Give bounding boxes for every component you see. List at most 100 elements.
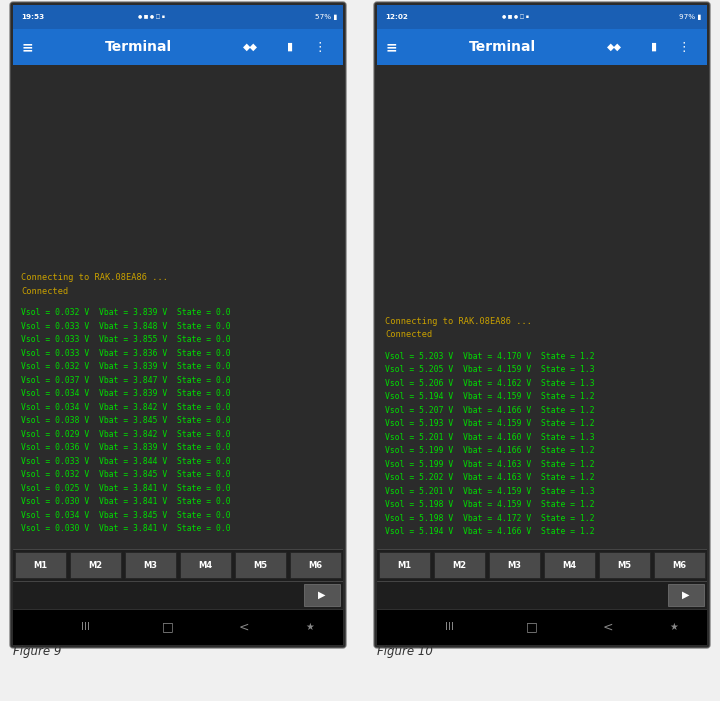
- Bar: [379, 552, 430, 578]
- Text: Vsol = 0.032 V  Vbat = 3.839 V  State = 0.0: Vsol = 0.032 V Vbat = 3.839 V State = 0.…: [21, 362, 230, 371]
- Text: 12:02: 12:02: [385, 14, 408, 20]
- Text: Vsol = 5.205 V  Vbat = 4.159 V  State = 1.3: Vsol = 5.205 V Vbat = 4.159 V State = 1.…: [385, 365, 595, 374]
- Text: M2: M2: [452, 561, 467, 569]
- Text: Vsol = 0.033 V  Vbat = 3.836 V  State = 0.0: Vsol = 0.033 V Vbat = 3.836 V State = 0.…: [21, 348, 230, 358]
- Text: Vsol = 0.033 V  Vbat = 3.855 V  State = 0.0: Vsol = 0.033 V Vbat = 3.855 V State = 0.…: [21, 335, 230, 344]
- Text: Terminal: Terminal: [469, 40, 536, 54]
- FancyBboxPatch shape: [10, 2, 346, 648]
- Text: Figure 10: Figure 10: [377, 645, 433, 658]
- Text: ● ■ ● □ ▪: ● ■ ● □ ▪: [138, 15, 165, 20]
- Text: M5: M5: [618, 561, 631, 569]
- Text: M5: M5: [253, 561, 268, 569]
- Text: Connected: Connected: [21, 287, 68, 296]
- Text: ★: ★: [670, 622, 678, 632]
- Text: Vsol = 5.198 V  Vbat = 4.159 V  State = 1.2: Vsol = 5.198 V Vbat = 4.159 V State = 1.…: [385, 501, 595, 509]
- Text: ⋮: ⋮: [314, 41, 326, 53]
- Text: Terminal: Terminal: [105, 40, 172, 54]
- Bar: [654, 552, 705, 578]
- Text: ▮: ▮: [287, 42, 293, 52]
- Text: M2: M2: [89, 561, 102, 569]
- Text: Connecting to RAK.08EA86 ...: Connecting to RAK.08EA86 ...: [385, 317, 532, 326]
- Text: 19:53: 19:53: [21, 14, 44, 20]
- Text: Vsol = 0.033 V  Vbat = 3.848 V  State = 0.0: Vsol = 0.033 V Vbat = 3.848 V State = 0.…: [21, 322, 230, 331]
- Text: Vsol = 0.033 V  Vbat = 3.844 V  State = 0.0: Vsol = 0.033 V Vbat = 3.844 V State = 0.…: [21, 456, 230, 465]
- Text: Vsol = 0.032 V  Vbat = 3.839 V  State = 0.0: Vsol = 0.032 V Vbat = 3.839 V State = 0.…: [21, 308, 230, 317]
- Text: Vsol = 0.030 V  Vbat = 3.841 V  State = 0.0: Vsol = 0.030 V Vbat = 3.841 V State = 0.…: [21, 524, 230, 533]
- Text: ★: ★: [305, 622, 315, 632]
- Text: Connected: Connected: [385, 330, 432, 339]
- Text: Vsol = 0.037 V  Vbat = 3.847 V  State = 0.0: Vsol = 0.037 V Vbat = 3.847 V State = 0.…: [21, 376, 230, 385]
- Text: III: III: [81, 622, 90, 632]
- Text: ⋮: ⋮: [678, 41, 690, 53]
- Bar: [544, 552, 595, 578]
- Text: Vsol = 5.201 V  Vbat = 4.160 V  State = 1.3: Vsol = 5.201 V Vbat = 4.160 V State = 1.…: [385, 433, 595, 442]
- Bar: [180, 552, 231, 578]
- Text: Vsol = 5.202 V  Vbat = 4.163 V  State = 1.2: Vsol = 5.202 V Vbat = 4.163 V State = 1.…: [385, 473, 595, 482]
- Text: Vsol = 5.207 V  Vbat = 4.166 V  State = 1.2: Vsol = 5.207 V Vbat = 4.166 V State = 1.…: [385, 406, 595, 415]
- Bar: [290, 552, 341, 578]
- Text: Vsol = 5.206 V  Vbat = 4.162 V  State = 1.3: Vsol = 5.206 V Vbat = 4.162 V State = 1.…: [385, 379, 595, 388]
- Bar: [377, 609, 707, 645]
- Bar: [377, 5, 707, 29]
- Text: ▮: ▮: [651, 42, 657, 52]
- Text: Vsol = 5.194 V  Vbat = 4.159 V  State = 1.2: Vsol = 5.194 V Vbat = 4.159 V State = 1.…: [385, 392, 595, 401]
- Text: ▶: ▶: [683, 590, 690, 600]
- Text: Vsol = 5.199 V  Vbat = 4.163 V  State = 1.2: Vsol = 5.199 V Vbat = 4.163 V State = 1.…: [385, 460, 595, 469]
- Bar: [434, 552, 485, 578]
- Text: Vsol = 0.034 V  Vbat = 3.839 V  State = 0.0: Vsol = 0.034 V Vbat = 3.839 V State = 0.…: [21, 389, 230, 398]
- Text: Figure 9: Figure 9: [13, 645, 61, 658]
- Text: Vsol = 0.030 V  Vbat = 3.841 V  State = 0.0: Vsol = 0.030 V Vbat = 3.841 V State = 0.…: [21, 497, 230, 506]
- Bar: [13, 5, 343, 29]
- Text: ◆◆: ◆◆: [607, 42, 622, 52]
- Bar: [13, 581, 343, 609]
- Bar: [235, 552, 286, 578]
- Text: □: □: [162, 620, 174, 634]
- Bar: [125, 552, 176, 578]
- Text: M6: M6: [672, 561, 687, 569]
- Text: Vsol = 0.036 V  Vbat = 3.839 V  State = 0.0: Vsol = 0.036 V Vbat = 3.839 V State = 0.…: [21, 443, 230, 452]
- Text: M6: M6: [308, 561, 323, 569]
- Bar: [13, 609, 343, 645]
- Bar: [13, 29, 343, 65]
- Text: ≡: ≡: [21, 40, 33, 54]
- Text: 57% ▮: 57% ▮: [315, 14, 337, 20]
- Text: 97% ▮: 97% ▮: [679, 14, 701, 20]
- Text: Vsol = 5.193 V  Vbat = 4.159 V  State = 1.2: Vsol = 5.193 V Vbat = 4.159 V State = 1.…: [385, 419, 595, 428]
- Bar: [304, 584, 340, 606]
- Bar: [15, 552, 66, 578]
- Bar: [377, 549, 707, 581]
- Text: M4: M4: [199, 561, 212, 569]
- Text: □: □: [526, 620, 538, 634]
- Text: III: III: [445, 622, 454, 632]
- Bar: [668, 584, 704, 606]
- Text: Vsol = 5.203 V  Vbat = 4.170 V  State = 1.2: Vsol = 5.203 V Vbat = 4.170 V State = 1.…: [385, 352, 595, 361]
- Text: Vsol = 5.198 V  Vbat = 4.172 V  State = 1.2: Vsol = 5.198 V Vbat = 4.172 V State = 1.…: [385, 514, 595, 523]
- Text: Vsol = 5.201 V  Vbat = 4.159 V  State = 1.3: Vsol = 5.201 V Vbat = 4.159 V State = 1.…: [385, 486, 595, 496]
- Text: Vsol = 0.034 V  Vbat = 3.842 V  State = 0.0: Vsol = 0.034 V Vbat = 3.842 V State = 0.…: [21, 402, 230, 411]
- Text: Vsol = 0.025 V  Vbat = 3.841 V  State = 0.0: Vsol = 0.025 V Vbat = 3.841 V State = 0.…: [21, 484, 230, 493]
- FancyBboxPatch shape: [374, 2, 710, 648]
- Text: M1: M1: [33, 561, 48, 569]
- Bar: [377, 29, 707, 65]
- Text: ● ■ ● □ ▪: ● ■ ● □ ▪: [502, 15, 529, 20]
- Text: Vsol = 0.032 V  Vbat = 3.845 V  State = 0.0: Vsol = 0.032 V Vbat = 3.845 V State = 0.…: [21, 470, 230, 479]
- Text: <: <: [239, 620, 249, 634]
- Bar: [599, 552, 650, 578]
- Text: <: <: [603, 620, 613, 634]
- Text: M4: M4: [562, 561, 577, 569]
- Text: M3: M3: [508, 561, 521, 569]
- Text: Vsol = 0.029 V  Vbat = 3.842 V  State = 0.0: Vsol = 0.029 V Vbat = 3.842 V State = 0.…: [21, 430, 230, 439]
- Text: Connecting to RAK.08EA86 ...: Connecting to RAK.08EA86 ...: [21, 273, 168, 282]
- Text: ▶: ▶: [318, 590, 325, 600]
- Text: ◆◆: ◆◆: [243, 42, 258, 52]
- Text: M1: M1: [397, 561, 412, 569]
- Bar: [377, 581, 707, 609]
- Text: Vsol = 5.199 V  Vbat = 4.166 V  State = 1.2: Vsol = 5.199 V Vbat = 4.166 V State = 1.…: [385, 446, 595, 455]
- Text: Vsol = 0.038 V  Vbat = 3.845 V  State = 0.0: Vsol = 0.038 V Vbat = 3.845 V State = 0.…: [21, 416, 230, 425]
- Text: M3: M3: [143, 561, 158, 569]
- Text: Vsol = 5.194 V  Vbat = 4.166 V  State = 1.2: Vsol = 5.194 V Vbat = 4.166 V State = 1.…: [385, 527, 595, 536]
- Bar: [13, 549, 343, 581]
- Text: Vsol = 0.034 V  Vbat = 3.845 V  State = 0.0: Vsol = 0.034 V Vbat = 3.845 V State = 0.…: [21, 510, 230, 519]
- Text: ≡: ≡: [385, 40, 397, 54]
- Bar: [489, 552, 540, 578]
